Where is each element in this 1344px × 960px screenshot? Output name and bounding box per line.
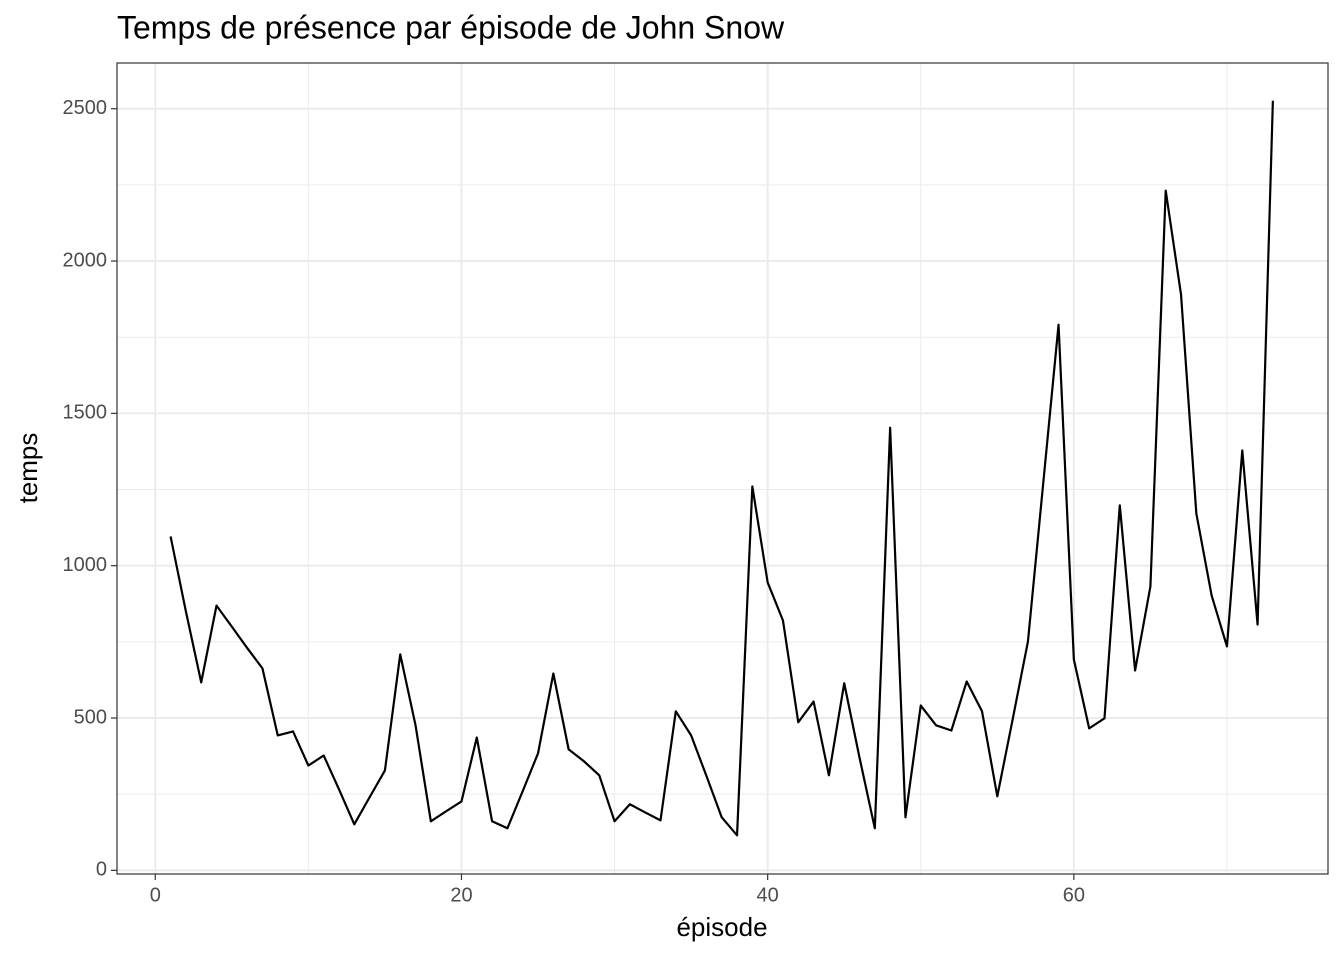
- y-tick-label: 1000: [63, 554, 108, 576]
- y-tick-label: 500: [74, 706, 107, 728]
- x-tick-label: 60: [1063, 884, 1085, 906]
- y-tick-label: 0: [96, 859, 107, 881]
- y-tick-label: 2500: [63, 97, 108, 119]
- data-line: [169, 100, 1274, 837]
- y-axis-label: temps: [13, 433, 43, 504]
- x-tick-label: 40: [757, 884, 779, 906]
- y-tick-label: 2000: [63, 249, 108, 271]
- x-tick-label: 0: [150, 884, 161, 906]
- y-tick-label: 1500: [63, 402, 108, 424]
- x-axis-label: épisode: [676, 912, 767, 942]
- x-tick-label: 20: [450, 884, 472, 906]
- panel-border: [116, 62, 1329, 875]
- chart-title: Temps de présence par épisode de John Sn…: [117, 9, 785, 45]
